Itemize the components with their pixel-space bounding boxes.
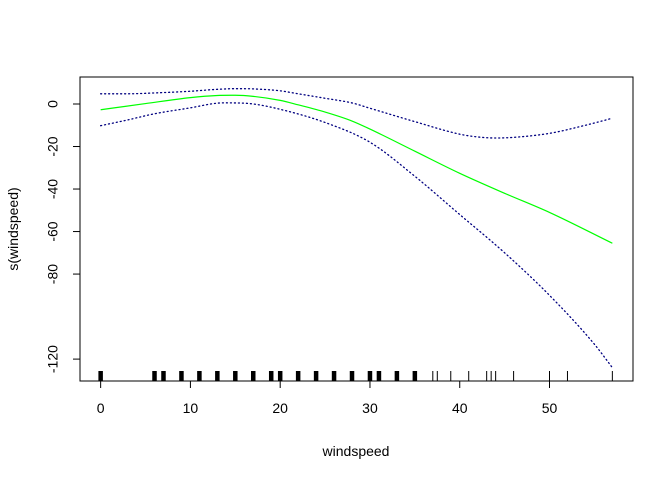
x-tick-label: 10 [183,400,199,416]
y-tick-label: -40 [45,179,61,199]
series-lower-band-line [100,102,613,369]
y-tick-label: -120 [45,345,61,373]
y-tick-label: 0 [45,100,61,108]
x-axis-label: windspeed [322,443,390,459]
series-fit-line [100,94,613,244]
x-tick-label: 20 [272,400,288,416]
x-tick-label: 30 [362,400,378,416]
series-layer [100,88,613,369]
x-tick-label: 40 [452,400,468,416]
x-axis: 0 10 20 30 40 50 [97,380,558,416]
y-axis: 0 -20 -40 -60 -80 -120 [45,100,81,373]
rug-layer [98,371,613,381]
x-tick-label: 50 [542,400,558,416]
y-tick-label: -60 [45,221,61,241]
y-tick-label: -80 [45,264,61,284]
x-tick-label: 0 [97,400,105,416]
series-upper-band-line [100,88,613,139]
y-tick-label: -20 [45,136,61,156]
y-axis-label: s(windspeed) [5,187,21,270]
